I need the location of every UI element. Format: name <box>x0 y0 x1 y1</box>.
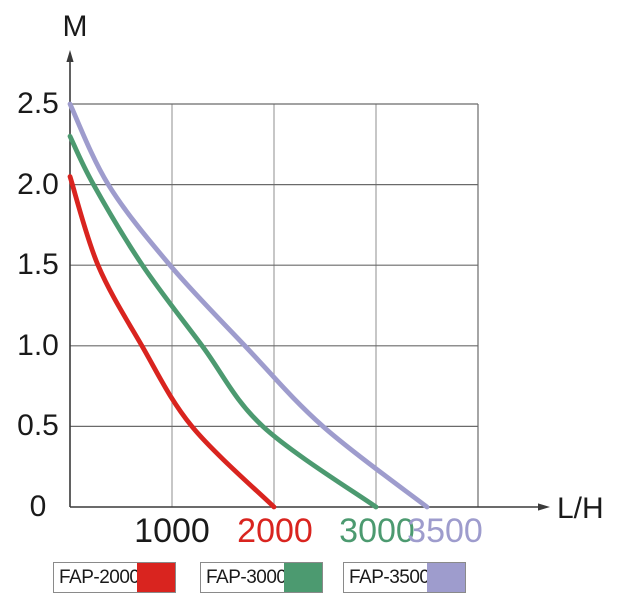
grid-lines <box>70 103 479 507</box>
legend-label: FAP-2000 <box>59 566 137 588</box>
x-tick-label: 1000 <box>134 512 210 550</box>
legend-item-fap-2000: FAP-2000 <box>53 562 176 593</box>
legend-swatch-red <box>137 563 175 592</box>
legend-item-fap-3500: FAP-3500 <box>343 562 466 593</box>
y-tick-label: 0.5 <box>17 409 59 443</box>
x-axis-title: L/H <box>557 492 604 525</box>
y-axis-title: M <box>62 10 88 43</box>
y-tick-label: 2.5 <box>17 87 59 120</box>
legend-label: FAP-3500 <box>349 566 427 588</box>
y-tick-label: 0 <box>29 490 47 523</box>
legend-swatch-green <box>284 563 322 592</box>
curve-fap-3000 <box>67 133 379 510</box>
y-axis-arrow-icon <box>66 50 74 62</box>
pump-curves <box>67 101 430 510</box>
y-tick-label: 1.0 <box>17 328 59 362</box>
x-tick-label: 3500 <box>407 512 483 550</box>
x-axis-arrow-icon <box>538 503 550 511</box>
y-tick-label: 2.0 <box>17 167 59 201</box>
legend-label: FAP-3000 <box>206 566 284 588</box>
x-tick-label: 2000 <box>237 512 313 550</box>
curve-fap-2000 <box>67 174 277 510</box>
curve-fap-3500 <box>67 101 430 510</box>
legend-swatch-purple <box>427 563 465 592</box>
y-tick-label: 1.5 <box>17 248 59 282</box>
legend-item-fap-3000: FAP-3000 <box>200 562 323 593</box>
x-tick-label: 3000 <box>339 512 415 550</box>
